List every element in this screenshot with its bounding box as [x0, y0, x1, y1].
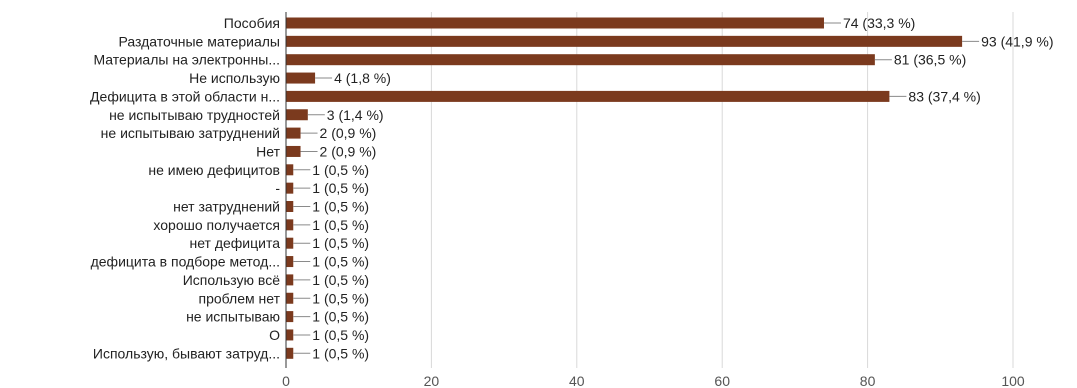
value-label: 1 (0,5 %): [312, 327, 369, 343]
value-label: 2 (0,9 %): [320, 125, 377, 141]
category-label: нет дефицита: [189, 235, 280, 251]
category-label: Не использую: [189, 70, 280, 86]
bar: [286, 219, 294, 231]
value-label: 81 (36,5 %): [894, 52, 966, 68]
category-label: Пособия: [224, 15, 280, 31]
category-label: не имею дефицитов: [148, 162, 280, 178]
value-label: 1 (0,5 %): [312, 180, 369, 196]
value-label: 1 (0,5 %): [312, 199, 369, 215]
value-label: 1 (0,5 %): [312, 272, 369, 288]
value-label: 93 (41,9 %): [981, 33, 1053, 49]
bar: [286, 182, 294, 194]
category-label: не испытываю: [186, 309, 280, 325]
category-label: Использую всё: [183, 272, 281, 288]
bar: [286, 311, 294, 323]
value-label: 1 (0,5 %): [312, 254, 369, 270]
bar: [286, 347, 294, 359]
value-label: 2 (0,9 %): [320, 143, 377, 159]
value-label: 3 (1,4 %): [327, 107, 384, 123]
gridlines: [430, 12, 1014, 368]
bar: [286, 274, 294, 286]
bar: [286, 90, 890, 102]
category-label: хорошо получается: [153, 217, 280, 233]
category-label: нет затруднений: [173, 199, 280, 215]
bar: [286, 256, 294, 268]
value-label: 1 (0,5 %): [312, 235, 369, 251]
bar: [286, 35, 963, 47]
category-label: Дефицита в этой области н...: [90, 88, 280, 104]
bar: [286, 237, 294, 249]
value-label: 4 (1,8 %): [334, 70, 391, 86]
category-label: Материалы на электронны...: [93, 52, 280, 68]
value-label: 1 (0,5 %): [312, 309, 369, 325]
category-label: дефицита в подборе метод...: [91, 254, 280, 270]
bar: [286, 201, 294, 212]
value-label: 74 (33,3 %): [843, 15, 915, 31]
bar: [286, 17, 824, 29]
bar: [286, 109, 308, 121]
bar: [286, 292, 294, 304]
bar: [286, 127, 301, 139]
bar: [286, 72, 316, 84]
category-label: Использую, бывают затруд...: [93, 345, 280, 361]
value-label: 1 (0,5 %): [312, 345, 369, 361]
x-axis-tick-labels: 0 20 40 60 80 100: [282, 373, 1025, 388]
x-tick-label: 60: [714, 373, 730, 388]
bars: [286, 17, 963, 359]
x-tick-label: 80: [860, 373, 876, 388]
bar: [286, 145, 301, 157]
category-label: Раздаточные материалы: [118, 33, 280, 49]
x-tick-label: 20: [424, 373, 440, 388]
x-tick-label: 0: [282, 373, 290, 388]
category-label: -: [275, 180, 280, 196]
value-label: 83 (37,4 %): [908, 88, 980, 104]
value-label: 1 (0,5 %): [312, 290, 369, 306]
value-label: 1 (0,5 %): [312, 162, 369, 178]
x-tick-label: 100: [1001, 373, 1025, 388]
value-label: 1 (0,5 %): [312, 217, 369, 233]
category-label: не испытываю затруднений: [101, 125, 280, 141]
bar: [286, 54, 875, 66]
category-label: проблем нет: [199, 290, 281, 306]
category-labels: Пособия Раздаточные материалы Материалы на…: [90, 15, 281, 361]
bar: [286, 329, 294, 341]
category-label: Нет: [256, 143, 280, 159]
bar: [286, 164, 294, 176]
value-labels: 74 (33,3 %) 93 (41,9 %) 81 (36,5 %) 4 (1,8 …: [293, 15, 1053, 361]
category-label: О: [269, 327, 280, 343]
x-tick-label: 40: [569, 373, 585, 388]
category-label: не испытываю трудностей: [109, 107, 280, 123]
